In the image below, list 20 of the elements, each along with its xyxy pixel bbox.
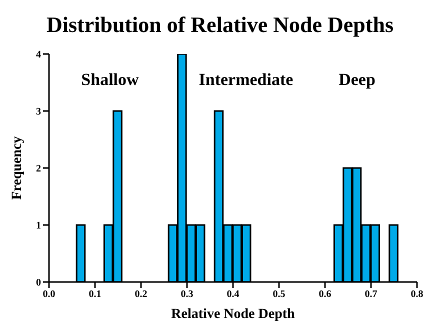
x-tick-label: 0.2 [134, 289, 148, 300]
annotation: Deep [338, 70, 376, 89]
x-tick-label: 0.6 [318, 289, 332, 300]
annotation: Intermediate [198, 70, 294, 90]
annotation: Shallow [80, 70, 140, 90]
x-tick-label: 0.0 [42, 289, 56, 300]
x-tick-label: 0.7 [364, 289, 378, 300]
x-axis-title: Relative Node Depth [171, 307, 296, 322]
chart-title: Distribution of Relative Node Depths [45, 12, 395, 38]
x-tick-label: 0.5 [272, 289, 286, 300]
x-tick-label: 0.3 [180, 289, 194, 300]
y-tick-label: 1 [36, 220, 41, 232]
y-tick-label: 4 [36, 50, 41, 61]
x-tick-label: 0.1 [88, 289, 102, 300]
y-axis-title: Frequency [10, 136, 25, 200]
x-tick-label: 0.8 [410, 289, 424, 300]
y-tick-label: 2 [36, 164, 41, 175]
y-tick-label: 0 [36, 278, 41, 289]
x-tick-label: 0.4 [226, 289, 240, 300]
y-tick-label: 3 [36, 106, 41, 118]
